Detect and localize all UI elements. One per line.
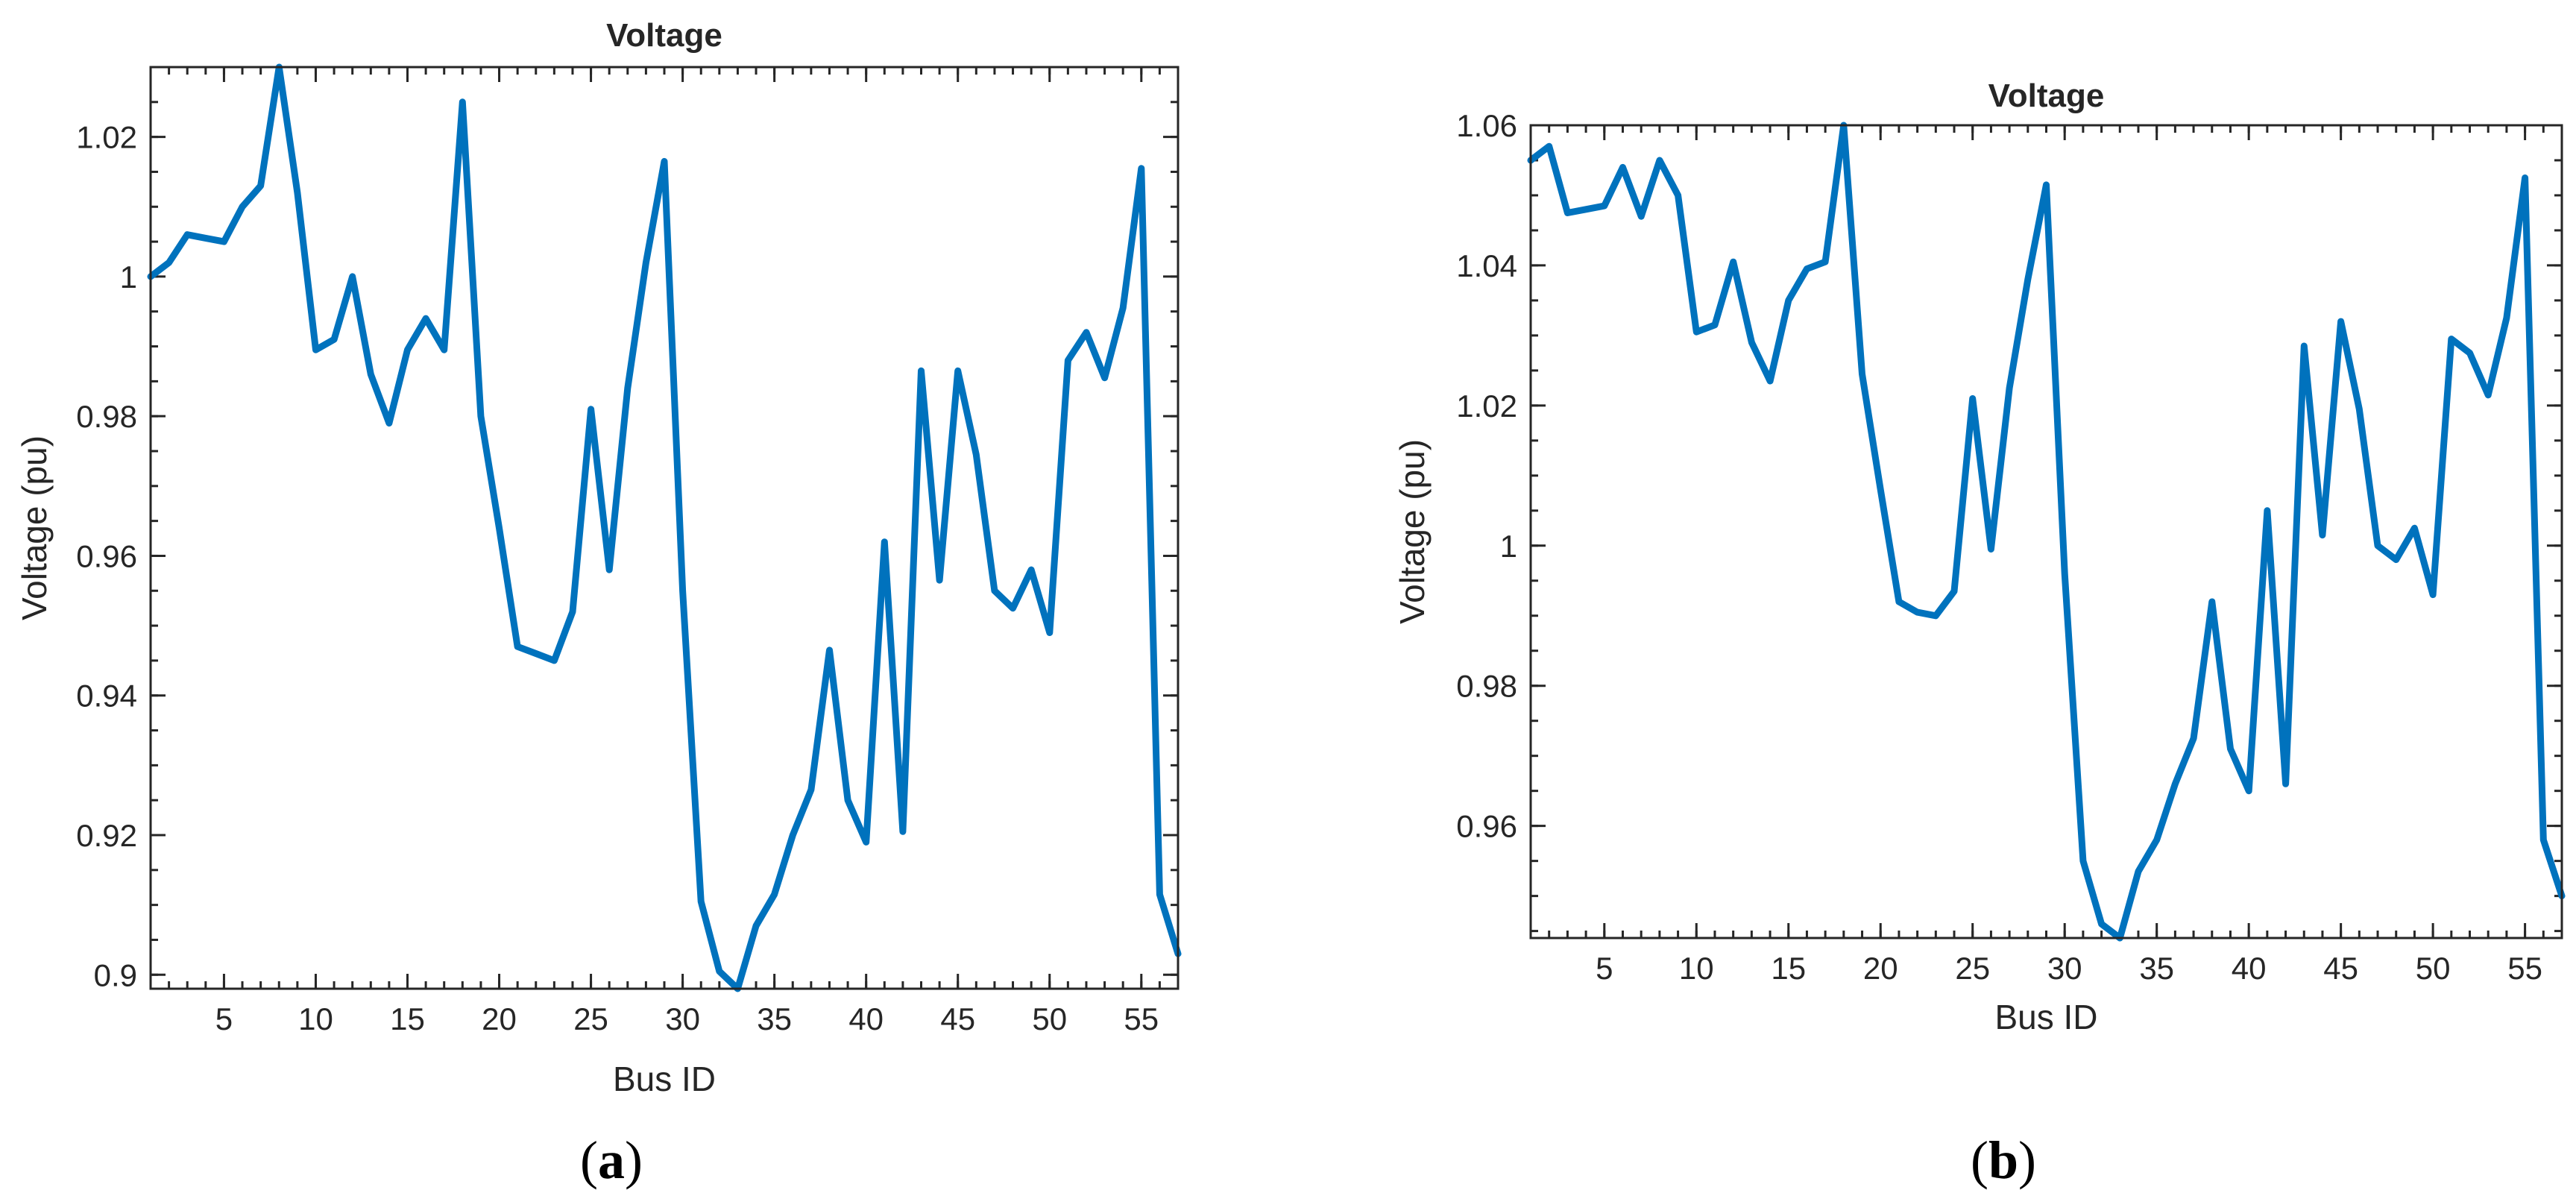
y-tick-label: 0.9 xyxy=(94,957,137,992)
plot-frame xyxy=(1529,124,2563,940)
chart-title: Voltage xyxy=(606,17,722,54)
x-tick-label: 30 xyxy=(665,1001,700,1036)
chart-title: Voltage xyxy=(1988,78,2105,114)
x-tick-label: 40 xyxy=(2232,951,2267,986)
y-tick-label: 1.02 xyxy=(76,120,137,155)
x-tick-label: 55 xyxy=(2507,951,2542,986)
panel-caption: (b) xyxy=(1971,1130,2036,1190)
y-tick-label: 1 xyxy=(1500,529,1517,564)
x-tick-label: 15 xyxy=(1771,951,1806,986)
y-tick-label: 0.98 xyxy=(76,399,137,434)
panel-a: 5 10 15 20 25 30 35 40 45 50 55 0.9 0.92 0.94 0.96 0.98… xyxy=(15,17,1182,1190)
x-tick-label: 5 xyxy=(215,1001,233,1036)
plot-frame xyxy=(149,66,1180,990)
voltage-series-line xyxy=(1527,122,2566,942)
x-tick-label: 35 xyxy=(2139,951,2174,986)
x-tick-label: 50 xyxy=(1032,1001,1067,1036)
y-tick-label: 0.96 xyxy=(76,538,137,573)
x-tick-label: 25 xyxy=(573,1001,608,1036)
x-tick-label: 45 xyxy=(940,1001,975,1036)
x-tick-label: 5 xyxy=(1596,951,1613,986)
y-tick-label: 1.02 xyxy=(1456,388,1517,424)
x-tick-label: 15 xyxy=(390,1001,425,1036)
x-axis-label: Bus ID xyxy=(613,1060,716,1098)
y-tick-label: 1.06 xyxy=(1456,108,1517,143)
x-tick-label: 55 xyxy=(1124,1001,1159,1036)
x-axis-label: Bus ID xyxy=(1994,998,2097,1036)
y-tick-label: 0.94 xyxy=(76,679,137,714)
x-tick-label: 45 xyxy=(2323,951,2358,986)
panel-b: 5 10 15 20 25 30 35 40 45 50 55 0.96 0.98 1 1.02 1.04 1.… xyxy=(1393,78,2566,1190)
y-axis-label: Voltage (pu) xyxy=(15,435,54,620)
x-tick-label: 30 xyxy=(2047,951,2082,986)
voltage-series-line xyxy=(147,63,1182,992)
x-tick-label: 50 xyxy=(2416,951,2451,986)
y-axis-label: Voltage (pu) xyxy=(1393,439,1432,624)
x-tick-label: 20 xyxy=(482,1001,517,1036)
x-tick-label: 10 xyxy=(298,1001,333,1036)
y-tick-label: 1 xyxy=(120,259,137,295)
x-tick-label: 10 xyxy=(1679,951,1714,986)
x-tick-label: 40 xyxy=(848,1001,884,1036)
y-tick-label: 0.96 xyxy=(1456,809,1517,844)
y-tick-label: 1.04 xyxy=(1456,248,1517,283)
y-tick-label: 0.98 xyxy=(1456,669,1517,704)
x-tick-label: 25 xyxy=(1955,951,1990,986)
y-tick-label: 0.92 xyxy=(76,818,137,853)
x-tick-label: 20 xyxy=(1863,951,1898,986)
x-tick-label: 35 xyxy=(757,1001,792,1036)
panel-caption: (a) xyxy=(580,1130,643,1190)
